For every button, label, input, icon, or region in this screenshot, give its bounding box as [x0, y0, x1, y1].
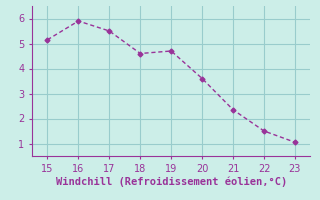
X-axis label: Windchill (Refroidissement éolien,°C): Windchill (Refroidissement éolien,°C)	[56, 176, 287, 187]
